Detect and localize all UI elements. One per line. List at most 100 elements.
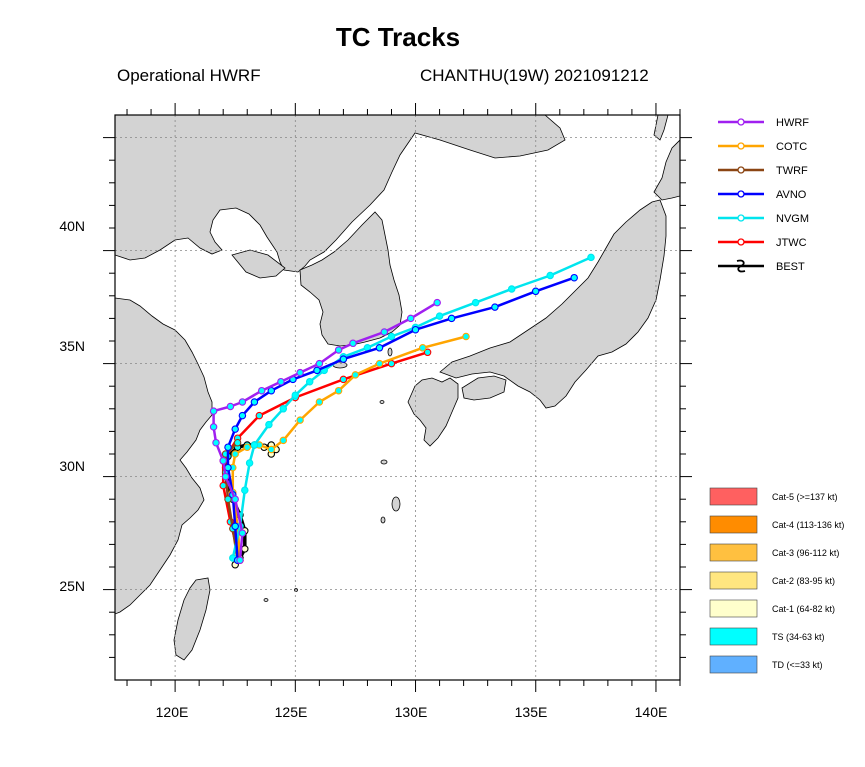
- track-line: [221, 351, 428, 561]
- track-point: [209, 423, 218, 431]
- track-point: [277, 377, 285, 386]
- intensity-item: Cat-3 (96-112 kt): [709, 543, 839, 562]
- x-tick-label: 135E: [515, 704, 548, 720]
- track-point: [334, 346, 343, 354]
- latitude-labels: 25N 30N 35N 40N: [59, 218, 85, 594]
- legend-label: COTC: [776, 141, 807, 153]
- intensity-swatch: [709, 655, 758, 674]
- track-point: [296, 416, 304, 424]
- legend-label: TWRF: [776, 165, 808, 177]
- track-point: [241, 545, 249, 553]
- track-point: [243, 443, 251, 451]
- track-point: [279, 405, 288, 413]
- track-point: [433, 298, 441, 307]
- intensity-swatch: [709, 627, 758, 646]
- track-point: [587, 253, 595, 262]
- track-point: [471, 298, 480, 307]
- typhoon-symbol-icon: [736, 259, 746, 273]
- axis-ticks: [103, 103, 692, 692]
- track-point: [375, 359, 384, 368]
- track-point: [462, 332, 470, 341]
- track-point: [245, 459, 254, 467]
- intensity-item: Cat-1 (64-82 kt): [709, 599, 835, 618]
- x-tick-label: 140E: [635, 704, 668, 720]
- track-point: [209, 407, 218, 415]
- track-point: [233, 438, 242, 447]
- track-point: [296, 368, 304, 377]
- intensity-legend: Cat-5 (>=137 kt) Cat-4 (113-136 kt) Cat-…: [709, 487, 844, 674]
- track-line: [212, 301, 438, 561]
- y-tick-label: 25N: [59, 578, 85, 594]
- legend-item-hwrf: HWRF: [718, 117, 809, 129]
- legend-item-cotc: COTC: [718, 141, 807, 153]
- track-point: [447, 314, 456, 323]
- intensity-swatch: [709, 543, 758, 562]
- track-point: [313, 366, 321, 375]
- track-point: [491, 303, 499, 311]
- legend-item-best: BEST: [718, 259, 805, 273]
- track-point: [423, 348, 432, 357]
- track-point: [315, 398, 324, 406]
- track-hwrf: [209, 298, 441, 564]
- track-nvgm: [229, 253, 595, 562]
- okinawa-island: [391, 496, 401, 512]
- intensity-item: TD (<=33 kt): [709, 655, 823, 674]
- track-point: [339, 355, 348, 363]
- intensity-item: Cat-5 (>=137 kt): [709, 487, 838, 506]
- ryukyu-islet: [380, 516, 386, 524]
- x-tick-label: 120E: [156, 704, 189, 720]
- intensity-label: Cat-2 (83-95 kt): [772, 576, 835, 586]
- track-point: [226, 402, 235, 411]
- legend-item-twrf: TWRF: [718, 165, 808, 177]
- track-point: [224, 495, 232, 503]
- track-point: [241, 486, 249, 494]
- y-tick-label: 40N: [59, 218, 85, 234]
- taiwan: [173, 577, 211, 661]
- track-point: [334, 386, 343, 395]
- intensity-item: TS (34-63 kt): [709, 627, 825, 646]
- legend-item-avno: AVNO: [718, 189, 807, 201]
- track-point: [221, 472, 230, 481]
- track-point: [219, 457, 227, 465]
- track-point: [315, 359, 324, 368]
- track-point: [231, 522, 239, 531]
- legend-label: AVNO: [776, 189, 807, 201]
- intensity-label: Cat-1 (64-82 kt): [772, 604, 835, 614]
- track-point: [531, 287, 540, 296]
- track-legend: HWRF COTC TWRF AVNO NVGM JTWC BEST: [718, 117, 809, 273]
- track-cotc: [229, 332, 470, 564]
- track-point: [224, 443, 232, 451]
- osumi-islet: [379, 400, 385, 404]
- korean-peninsula: [299, 211, 403, 347]
- track-point: [406, 314, 415, 323]
- shandong-peninsula: [231, 249, 286, 279]
- intensity-item: Cat-4 (113-136 kt): [709, 515, 844, 534]
- x-tick-label: 125E: [275, 704, 308, 720]
- intensity-label: TS (34-63 kt): [772, 632, 825, 642]
- track-point: [250, 441, 259, 449]
- track-point: [212, 438, 220, 447]
- intensity-label: Cat-3 (96-112 kt): [772, 548, 839, 558]
- track-point: [418, 344, 427, 352]
- track-point: [231, 495, 239, 503]
- intensity-swatch: [709, 599, 758, 618]
- miyako-islet: [263, 598, 269, 602]
- track-point: [349, 339, 357, 348]
- legend-label: BEST: [776, 261, 805, 273]
- map-frame: [114, 114, 681, 681]
- track-point: [267, 445, 276, 454]
- track-point: [238, 398, 247, 406]
- track-avno: [224, 273, 578, 564]
- track-point: [238, 529, 247, 537]
- storm-tracks: [209, 253, 595, 569]
- intensity-item: Cat-2 (83-95 kt): [709, 571, 835, 590]
- longitude-labels: 120E 125E 130E 135E 140E: [156, 704, 668, 720]
- track-point: [351, 371, 360, 379]
- map-grid: [115, 115, 680, 680]
- track-point: [435, 312, 444, 320]
- track-point: [507, 285, 516, 293]
- track-point: [305, 377, 314, 386]
- chart-title: TC Tracks: [335, 22, 461, 52]
- track-point: [387, 332, 396, 341]
